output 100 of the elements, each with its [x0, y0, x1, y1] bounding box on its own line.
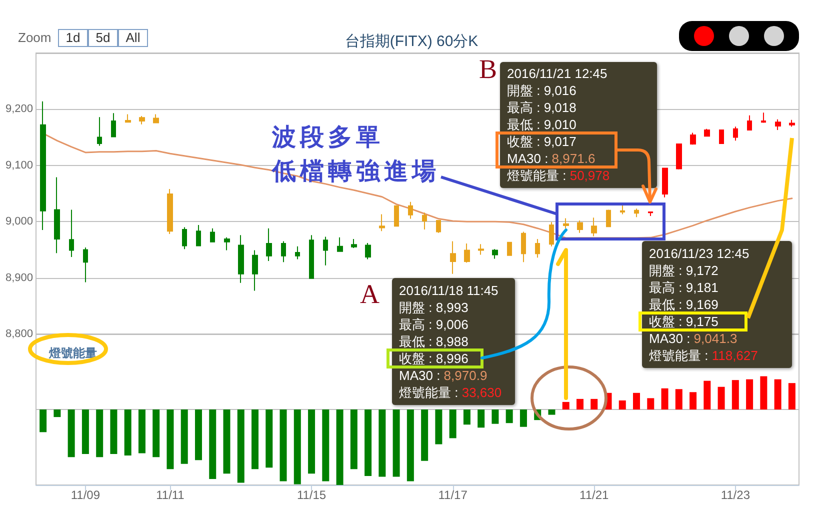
- candlestick: [97, 116, 102, 146]
- annotation: A: [360, 279, 380, 309]
- bar: [82, 410, 89, 454]
- candlestick: [690, 132, 696, 146]
- candlestick: [549, 222, 554, 247]
- x-tick-label: 11/15: [296, 488, 326, 502]
- bar: [661, 388, 668, 410]
- x-tick-label: 11/17: [438, 488, 468, 502]
- bar: [237, 410, 244, 483]
- x-tick-label: 11/21: [580, 488, 610, 502]
- bar: [308, 410, 316, 474]
- candlestick: [379, 214, 385, 232]
- bar: [223, 410, 230, 474]
- candlestick: [478, 244, 484, 256]
- bar: [675, 389, 682, 410]
- bar: [68, 410, 75, 458]
- bar: [54, 410, 61, 418]
- bar: [718, 386, 725, 410]
- y-tick-label: 8,900: [5, 272, 33, 284]
- bar: [463, 410, 470, 425]
- candlestick: [761, 112, 766, 124]
- bar: [96, 410, 104, 458]
- candlestick: [507, 242, 512, 256]
- candlestick: [606, 209, 611, 228]
- bar: [266, 410, 273, 468]
- candlestick: [789, 119, 795, 128]
- y-tick-label: 9,200: [5, 103, 33, 116]
- bar: [704, 380, 711, 410]
- bar: [322, 410, 330, 482]
- bar: [406, 410, 414, 482]
- candlestick: [577, 220, 583, 234]
- candlestick: [40, 100, 46, 231]
- candlestick: [648, 210, 653, 216]
- candlestick: [266, 228, 272, 262]
- bar: [350, 410, 358, 470]
- candlestick: [436, 220, 441, 234]
- candlestick: [182, 226, 187, 250]
- candlestick: [309, 234, 314, 280]
- candlestick: [125, 114, 131, 123]
- bar: [209, 410, 216, 479]
- candlestick: [167, 188, 173, 234]
- tooltip: 2016/11/18 11:45 開盤 : 8,993 最高 : 9,006 最低 : 8,988 收盤 : 8,996 MA30 : 8,970.9 燈號能量 : 33,630: [392, 278, 515, 405]
- bar: [252, 410, 259, 470]
- candlestick: [719, 129, 724, 144]
- bar: [478, 410, 485, 428]
- range-button: 5d: [88, 29, 118, 47]
- candlestick: [224, 236, 230, 251]
- candlestick: [394, 204, 399, 227]
- y-tick-label: 8,800: [5, 328, 33, 340]
- candlestick: [153, 114, 159, 124]
- candlestick: [337, 236, 343, 252]
- bar: [152, 410, 160, 458]
- candlestick: [422, 212, 427, 230]
- candlestick: [733, 126, 738, 142]
- bar: [746, 379, 754, 410]
- chart-title: 燈號能量: [48, 346, 97, 360]
- bar: [506, 410, 513, 424]
- bar: [760, 376, 768, 410]
- candlestick: [111, 112, 116, 138]
- bar: [647, 398, 654, 410]
- bar: [138, 410, 146, 454]
- chart-title: 台指期(FITX) 60分K: [344, 33, 478, 50]
- bar: [364, 410, 372, 476]
- range-button: 1d: [58, 29, 88, 47]
- candlestick: [295, 246, 300, 260]
- bar: [548, 410, 556, 415]
- bar: [378, 410, 386, 477]
- x-tick-label: 11/11: [156, 488, 185, 502]
- candlestick: [464, 243, 470, 264]
- candlestick: [676, 142, 682, 170]
- candlestick: [365, 242, 371, 260]
- candlestick: [492, 248, 498, 260]
- bar: [110, 410, 118, 454]
- candlestick: [281, 240, 286, 263]
- candlestick: [323, 236, 328, 266]
- candlestick: [634, 208, 639, 218]
- candlestick: [238, 234, 244, 284]
- bar: [520, 410, 527, 427]
- bar: [590, 398, 598, 410]
- bar: [449, 410, 456, 438]
- x-tick-label: 11/23: [720, 488, 750, 502]
- y-tick-label: 9,000: [5, 216, 33, 228]
- bar: [336, 410, 344, 485]
- candlestick: [591, 217, 597, 237]
- bar: [124, 410, 132, 456]
- candlestick: [408, 201, 413, 220]
- bar: [294, 410, 301, 484]
- candlestick: [775, 118, 781, 130]
- bar: [788, 383, 796, 410]
- bar: [166, 410, 174, 470]
- candlestick: [252, 250, 258, 292]
- bar: [180, 410, 188, 464]
- range-button: All: [118, 29, 148, 47]
- bar: [633, 392, 640, 410]
- candlestick: [196, 224, 201, 246]
- candlestick: [450, 240, 456, 274]
- bar: [392, 410, 400, 477]
- bar: [690, 392, 697, 410]
- candlestick: [521, 231, 526, 263]
- bar: [732, 380, 739, 410]
